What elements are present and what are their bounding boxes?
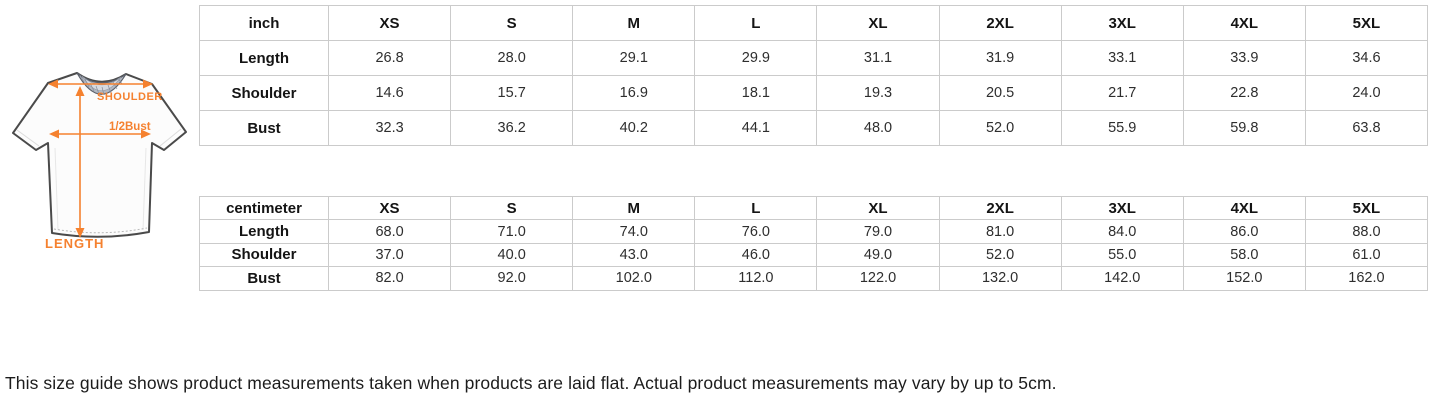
measure-value-cell: 55.0: [1060, 242, 1184, 268]
table-row: Shoulder 14.6 15.7 16.9 18.1 19.3 20.5 21.7 22.8…: [199, 75, 1429, 111]
half-bust-arrow: [49, 129, 151, 139]
measure-label-cell: Length: [199, 219, 329, 244]
measure-value-cell: 31.9: [938, 40, 1062, 76]
measure-label-cell: Shoulder: [199, 242, 329, 268]
measure-label-cell: Bust: [199, 110, 329, 146]
measure-value-cell: 74.0: [572, 219, 696, 244]
unit-header-cell: inch: [199, 5, 329, 41]
size-header-cell: 4XL: [1182, 5, 1306, 41]
table-row: Bust 32.3 36.2 40.2 44.1 48.0 52.0 55.9 59.8 63.8: [199, 110, 1429, 146]
measure-value-cell: 21.7: [1060, 75, 1184, 111]
size-header-cell: 5XL: [1304, 5, 1429, 41]
size-header-cell: XL: [816, 5, 940, 41]
measure-value-cell: 40.2: [572, 110, 696, 146]
measure-value-cell: 36.2: [450, 110, 574, 146]
size-header-cell: 5XL: [1304, 195, 1429, 221]
measure-value-cell: 46.0: [694, 242, 818, 268]
measure-label-cell: Length: [199, 40, 329, 76]
size-header-cell: 4XL: [1182, 195, 1306, 221]
measure-value-cell: 59.8: [1182, 110, 1306, 146]
measure-value-cell: 152.0: [1182, 266, 1306, 291]
tshirt-measurement-diagram: SHOULDER 1/2Bust LENGTH: [8, 60, 190, 256]
measure-value-cell: 34.6: [1304, 40, 1429, 76]
length-arrow: [75, 86, 85, 238]
size-header-cell: 2XL: [938, 5, 1062, 41]
measure-value-cell: 68.0: [327, 219, 452, 244]
measure-value-cell: 88.0: [1304, 219, 1429, 244]
size-header-cell: 3XL: [1060, 5, 1184, 41]
length-label: LENGTH: [45, 236, 104, 251]
measure-value-cell: 132.0: [938, 266, 1062, 291]
table-row: Shoulder 37.0 40.0 43.0 46.0 49.0 52.0 55.0 58.0…: [199, 242, 1429, 268]
measure-value-cell: 31.1: [816, 40, 940, 76]
half-bust-label: 1/2Bust: [109, 121, 151, 133]
tshirt-diagram-icon: SHOULDER 1/2Bust LENGTH: [12, 72, 187, 251]
size-header-cell: XL: [816, 195, 940, 221]
size-header-cell: 2XL: [938, 195, 1062, 221]
measure-value-cell: 37.0: [327, 242, 452, 268]
measure-value-cell: 81.0: [938, 219, 1062, 244]
shoulder-label: SHOULDER: [97, 91, 163, 103]
measure-value-cell: 71.0: [450, 219, 574, 244]
size-header-cell: XS: [327, 5, 452, 41]
shoulder-arrow: [48, 79, 153, 89]
table-row: Length 68.0 71.0 74.0 76.0 79.0 81.0 84.0 86.0 88…: [199, 219, 1429, 244]
size-header-cell: L: [694, 5, 818, 41]
measure-value-cell: 79.0: [816, 219, 940, 244]
measure-value-cell: 29.9: [694, 40, 818, 76]
measure-value-cell: 112.0: [694, 266, 818, 291]
table-row: Length 26.8 28.0 29.1 29.9 31.1 31.9 33.1 33.9 34…: [199, 40, 1429, 76]
measure-value-cell: 63.8: [1304, 110, 1429, 146]
measure-value-cell: 142.0: [1060, 266, 1184, 291]
measure-value-cell: 22.8: [1182, 75, 1306, 111]
measure-value-cell: 32.3: [327, 110, 452, 146]
measure-value-cell: 84.0: [1060, 219, 1184, 244]
measure-value-cell: 20.5: [938, 75, 1062, 111]
measure-value-cell: 52.0: [938, 110, 1062, 146]
measure-value-cell: 61.0: [1304, 242, 1429, 268]
measure-value-cell: 52.0: [938, 242, 1062, 268]
measure-value-cell: 28.0: [450, 40, 574, 76]
measure-value-cell: 15.7: [450, 75, 574, 111]
measure-value-cell: 33.1: [1060, 40, 1184, 76]
size-guide-note: This size guide shows product measuremen…: [5, 373, 1057, 393]
measure-value-cell: 29.1: [572, 40, 696, 76]
measure-value-cell: 76.0: [694, 219, 818, 244]
measure-value-cell: 40.0: [450, 242, 574, 268]
measure-label-cell: Bust: [199, 266, 329, 291]
size-header-cell: L: [694, 195, 818, 221]
size-header-cell: S: [450, 5, 574, 41]
size-header-cell: S: [450, 195, 574, 221]
unit-header-cell: centimeter: [199, 195, 329, 221]
measure-value-cell: 43.0: [572, 242, 696, 268]
measure-value-cell: 14.6: [327, 75, 452, 111]
measure-value-cell: 86.0: [1182, 219, 1306, 244]
measure-value-cell: 26.8: [327, 40, 452, 76]
measure-value-cell: 33.9: [1182, 40, 1306, 76]
measure-value-cell: 162.0: [1304, 266, 1429, 291]
table-header-row: inch XS S M L XL 2XL 3XL 4XL 5XL: [199, 5, 1429, 41]
measure-label-cell: Shoulder: [199, 75, 329, 111]
measure-value-cell: 18.1: [694, 75, 818, 111]
size-header-cell: M: [572, 5, 696, 41]
table-row: Bust 82.0 92.0 102.0 112.0 122.0 132.0 142.0 152…: [199, 266, 1429, 291]
measure-value-cell: 44.1: [694, 110, 818, 146]
measure-value-cell: 24.0: [1304, 75, 1429, 111]
measure-value-cell: 19.3: [816, 75, 940, 111]
size-table-inch: inch XS S M L XL 2XL 3XL 4XL 5XL Length 26.8 28.0 29.…: [199, 5, 1429, 146]
size-header-cell: 3XL: [1060, 195, 1184, 221]
measure-value-cell: 102.0: [572, 266, 696, 291]
measure-value-cell: 16.9: [572, 75, 696, 111]
measure-value-cell: 48.0: [816, 110, 940, 146]
size-header-cell: M: [572, 195, 696, 221]
table-header-row: centimeter XS S M L XL 2XL 3XL 4XL 5XL: [199, 195, 1429, 221]
measure-value-cell: 49.0: [816, 242, 940, 268]
size-header-cell: XS: [327, 195, 452, 221]
measure-value-cell: 92.0: [450, 266, 574, 291]
measure-value-cell: 55.9: [1060, 110, 1184, 146]
measure-value-cell: 122.0: [816, 266, 940, 291]
size-table-centimeter: centimeter XS S M L XL 2XL 3XL 4XL 5XL Length 68.0 7…: [199, 195, 1429, 291]
measure-value-cell: 82.0: [327, 266, 452, 291]
measure-value-cell: 58.0: [1182, 242, 1306, 268]
